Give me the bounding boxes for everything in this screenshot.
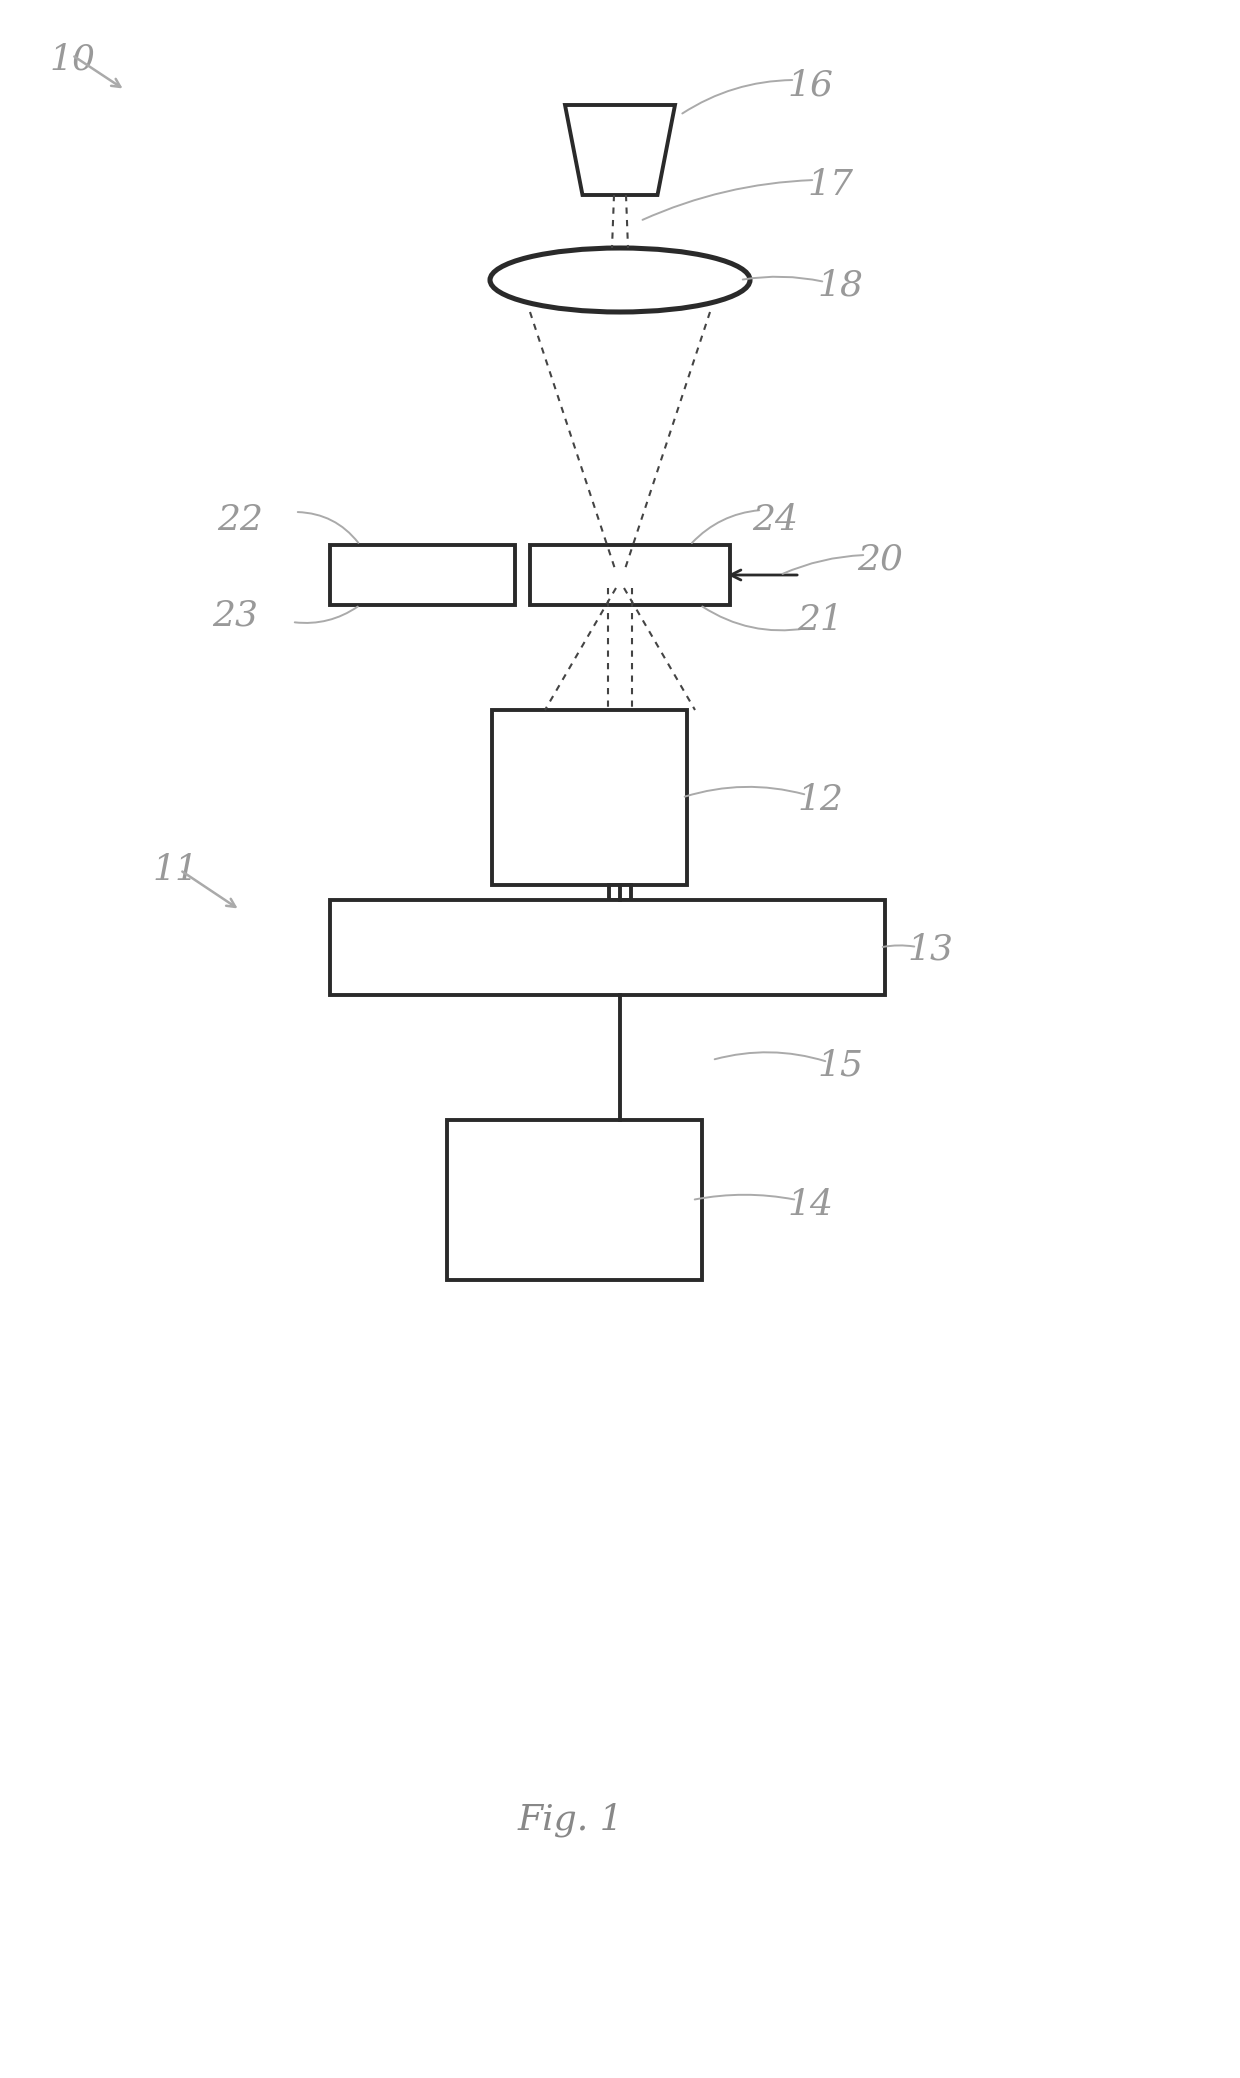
Text: 15: 15 (817, 1047, 863, 1083)
Text: 18: 18 (817, 268, 863, 301)
Bar (529, 544, 730, 605)
Text: 21: 21 (797, 603, 843, 638)
Text: Fig. 1: Fig. 1 (517, 1804, 622, 1837)
Polygon shape (565, 106, 675, 195)
Bar (330, 544, 515, 605)
Text: 22: 22 (217, 503, 263, 536)
Text: 12: 12 (797, 783, 843, 817)
Text: 11: 11 (153, 852, 198, 887)
Bar (609, 885, 631, 900)
Text: 20: 20 (857, 542, 903, 578)
Bar (330, 900, 885, 995)
Text: 24: 24 (751, 503, 799, 536)
Text: 17: 17 (807, 168, 853, 202)
Bar (492, 711, 687, 885)
Bar (446, 1120, 702, 1280)
Ellipse shape (490, 247, 750, 312)
Text: 14: 14 (787, 1189, 833, 1222)
Text: 13: 13 (906, 933, 954, 966)
Text: 16: 16 (787, 69, 833, 102)
Text: 10: 10 (50, 44, 95, 77)
Text: 23: 23 (212, 598, 258, 632)
